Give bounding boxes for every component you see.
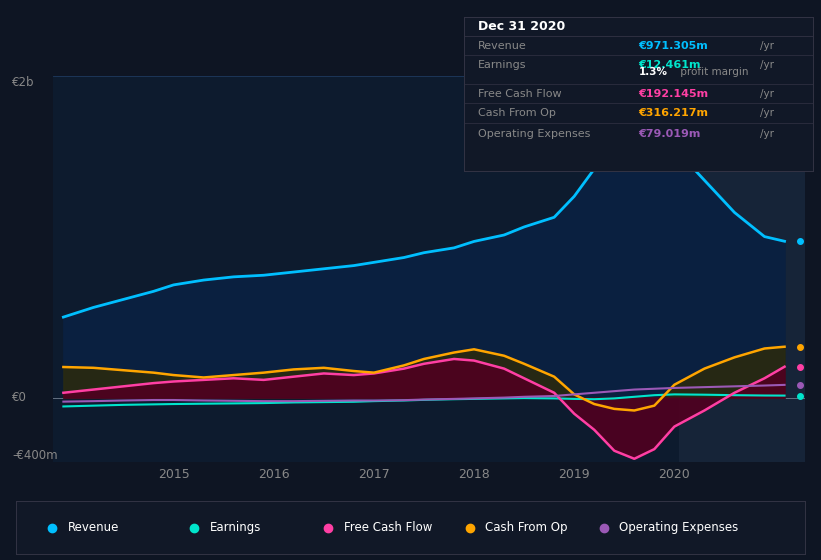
Text: €0: €0: [12, 391, 27, 404]
Text: /yr: /yr: [760, 89, 774, 99]
Bar: [679, 76, 805, 462]
Text: Earnings: Earnings: [209, 521, 261, 534]
Text: /yr: /yr: [760, 129, 774, 139]
Text: /yr: /yr: [760, 60, 774, 70]
Text: Operating Expenses: Operating Expenses: [478, 129, 590, 139]
Text: Revenue: Revenue: [478, 41, 526, 50]
Text: €971.305m: €971.305m: [639, 41, 708, 50]
Text: Free Cash Flow: Free Cash Flow: [343, 521, 432, 534]
Text: €12.461m: €12.461m: [639, 60, 701, 70]
Text: Dec 31 2020: Dec 31 2020: [478, 20, 565, 33]
Text: /yr: /yr: [760, 41, 774, 50]
Text: €316.217m: €316.217m: [639, 108, 709, 118]
Text: Revenue: Revenue: [67, 521, 119, 534]
Text: profit margin: profit margin: [677, 67, 748, 77]
Text: €79.019m: €79.019m: [639, 129, 700, 139]
Text: /yr: /yr: [760, 108, 774, 118]
Text: 1.3%: 1.3%: [639, 67, 667, 77]
Text: -€400m: -€400m: [12, 449, 57, 462]
Text: €192.145m: €192.145m: [639, 89, 709, 99]
Text: €2b: €2b: [12, 76, 34, 88]
Text: Free Cash Flow: Free Cash Flow: [478, 89, 562, 99]
Text: Operating Expenses: Operating Expenses: [619, 521, 739, 534]
Text: Cash From Op: Cash From Op: [478, 108, 556, 118]
Text: Cash From Op: Cash From Op: [485, 521, 568, 534]
Text: Earnings: Earnings: [478, 60, 526, 70]
